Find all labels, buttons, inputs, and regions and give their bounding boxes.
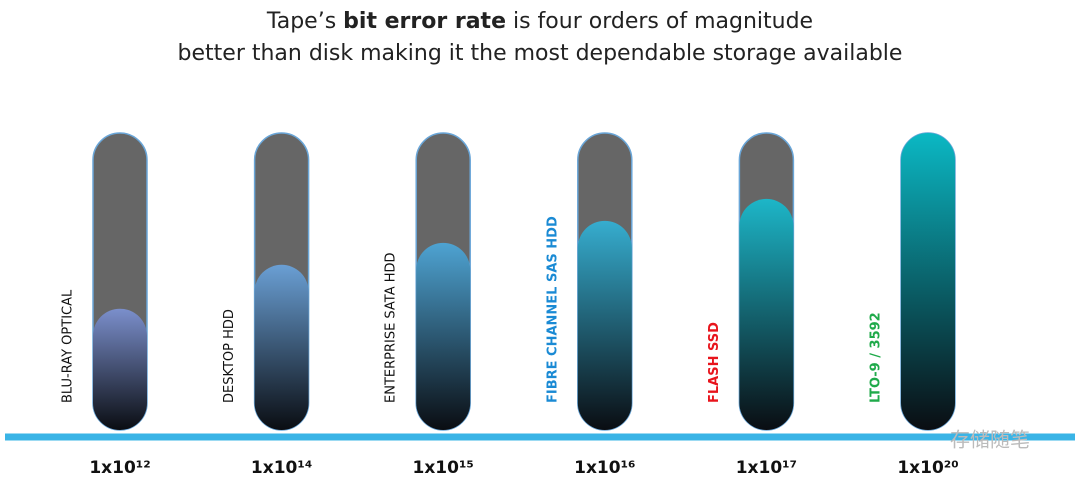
title-part: bit error rate	[343, 9, 506, 34]
category-label: ENTERPRISE SATA HDD	[384, 252, 399, 403]
value-label: 1x10¹⁶	[574, 458, 635, 478]
bar	[254, 264, 309, 430]
category-label: FIBRE CHANNEL SAS HDD	[545, 216, 560, 403]
value-label: 1x10¹⁵	[413, 458, 474, 478]
category-label: LTO-9 / 3592	[869, 312, 884, 403]
chart-subtitle: better than disk making it the most depe…	[178, 41, 903, 66]
value-label: 1x10¹²	[89, 458, 150, 478]
category-label: BLU-RAY OPTICAL	[61, 289, 76, 403]
bar	[416, 242, 471, 430]
bar	[93, 308, 147, 430]
bar	[577, 220, 632, 430]
chart-title: Tape’s bit error rate is four orders of …	[266, 9, 813, 34]
value-label: 1x10¹⁷	[736, 458, 797, 478]
title-part: is four orders of magnitude	[506, 9, 813, 34]
bar	[901, 133, 955, 430]
category-label: FLASH SSD	[707, 322, 722, 403]
bar	[739, 198, 794, 430]
value-label: 1x10¹⁴	[251, 458, 312, 478]
value-label: 1x10²⁰	[897, 458, 958, 478]
title-part: Tape’s	[266, 9, 343, 34]
watermark: 存储随笔	[950, 428, 1030, 452]
category-label: DESKTOP HDD	[222, 309, 237, 403]
